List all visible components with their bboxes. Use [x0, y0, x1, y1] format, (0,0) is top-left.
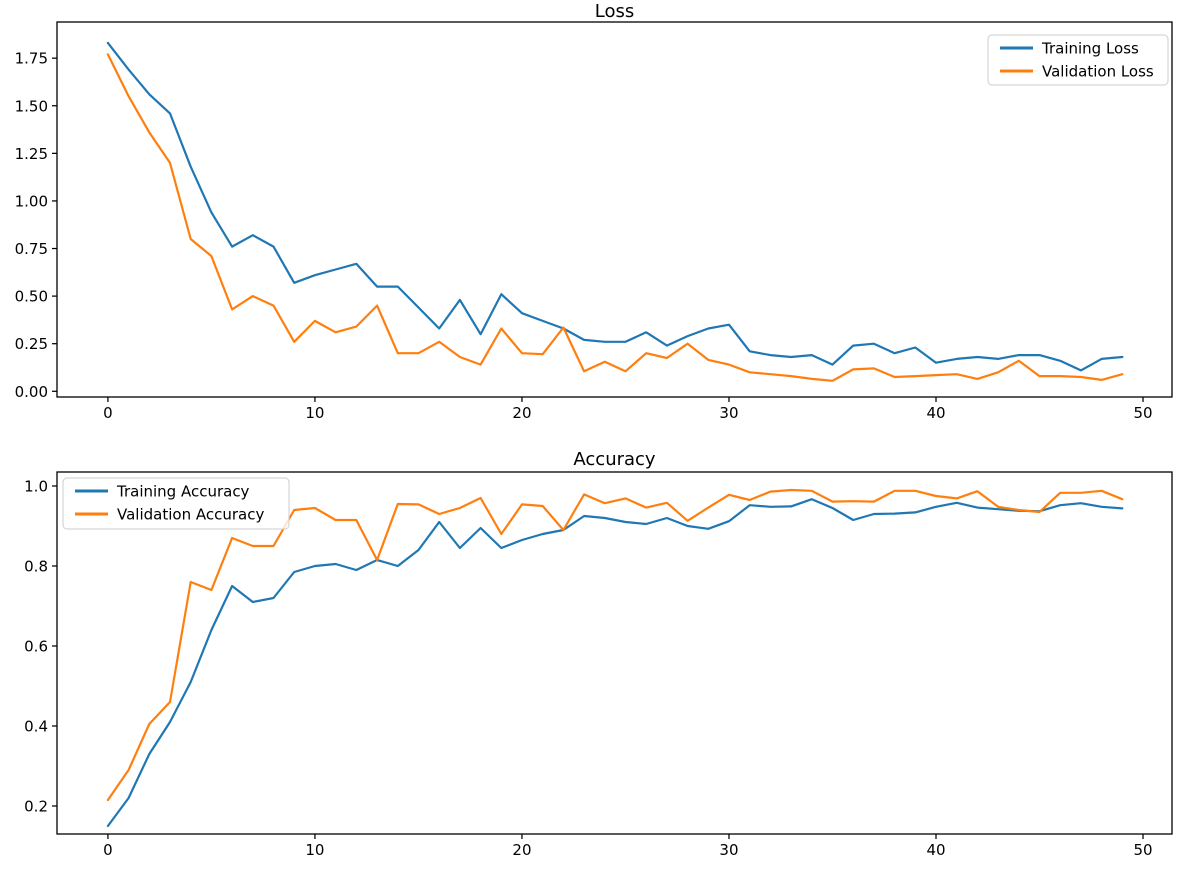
legend: Training Loss Validation Loss: [987, 34, 1169, 86]
legend-entry-label: Validation Loss: [1042, 63, 1154, 81]
legend-entry-label: Training Loss: [1041, 40, 1139, 58]
validation-loss-line: [106, 53, 1124, 382]
y-tick-label: 0.25: [15, 335, 48, 353]
y-tick-label: 1.00: [15, 192, 48, 210]
training-accuracy-line: [106, 498, 1124, 828]
loss-chart: Loss 0 10 20 30 40 50 0.00 0.25 0.50 0.75 1.00 1.25…: [15, 1, 1173, 422]
x-tick-label: 50: [1133, 841, 1152, 859]
loss-chart-canvas: 0 10 20 30 40 50 0.00 0.25 0.50 0.75 1.00 1.25 1.50 1…: [15, 21, 1173, 422]
x-tick-label: 10: [305, 404, 324, 422]
y-tick-label: 0.50: [15, 288, 48, 306]
plot-border: [56, 21, 1173, 398]
validation-accuracy-line: [106, 488, 1124, 802]
x-tick-label: 50: [1133, 404, 1152, 422]
y-tick-label: 1.50: [15, 97, 48, 115]
x-tick-label: 20: [512, 404, 531, 422]
x-tick-label: 30: [719, 841, 738, 859]
y-tick-label: 1.25: [15, 145, 48, 163]
y-tick-label: 0.4: [24, 718, 48, 736]
x-tick-label: 0: [103, 404, 113, 422]
loss-chart-title: Loss: [594, 1, 635, 22]
x-tick-label: 10: [305, 841, 324, 859]
accuracy-chart-canvas: 0 10 20 30 40 50 0.2 0.4 0.6 0.8 1.0 Training Accur…: [24, 471, 1173, 859]
legend: Training Accuracy Validation Accuracy: [62, 477, 290, 530]
y-tick-label: 1.0: [24, 478, 48, 496]
x-tick-label: 30: [719, 404, 738, 422]
legend-entry-label: Training Accuracy: [116, 483, 250, 501]
x-tick-label: 20: [512, 841, 531, 859]
y-tick-label: 0.6: [24, 638, 48, 656]
plot-border: [56, 471, 1173, 835]
x-tick-label: 40: [926, 841, 945, 859]
x-tick-label: 0: [103, 841, 113, 859]
y-tick-label: 0.75: [15, 240, 48, 258]
y-tick-label: 0.00: [15, 383, 48, 401]
x-tick-label: 40: [926, 404, 945, 422]
y-tick-label: 1.75: [15, 50, 48, 68]
y-tick-label: 0.2: [24, 798, 48, 816]
legend-entry-label: Validation Accuracy: [117, 506, 264, 524]
y-tick-label: 0.8: [24, 558, 48, 576]
accuracy-chart: Accuracy 0 10 20 30 40 50 0.2 0.4 0.6 0.8 1.0 Train…: [0, 440, 1180, 880]
training-loss-line: [106, 41, 1124, 372]
accuracy-chart-title: Accuracy: [573, 449, 656, 470]
legend-box: [62, 477, 290, 530]
